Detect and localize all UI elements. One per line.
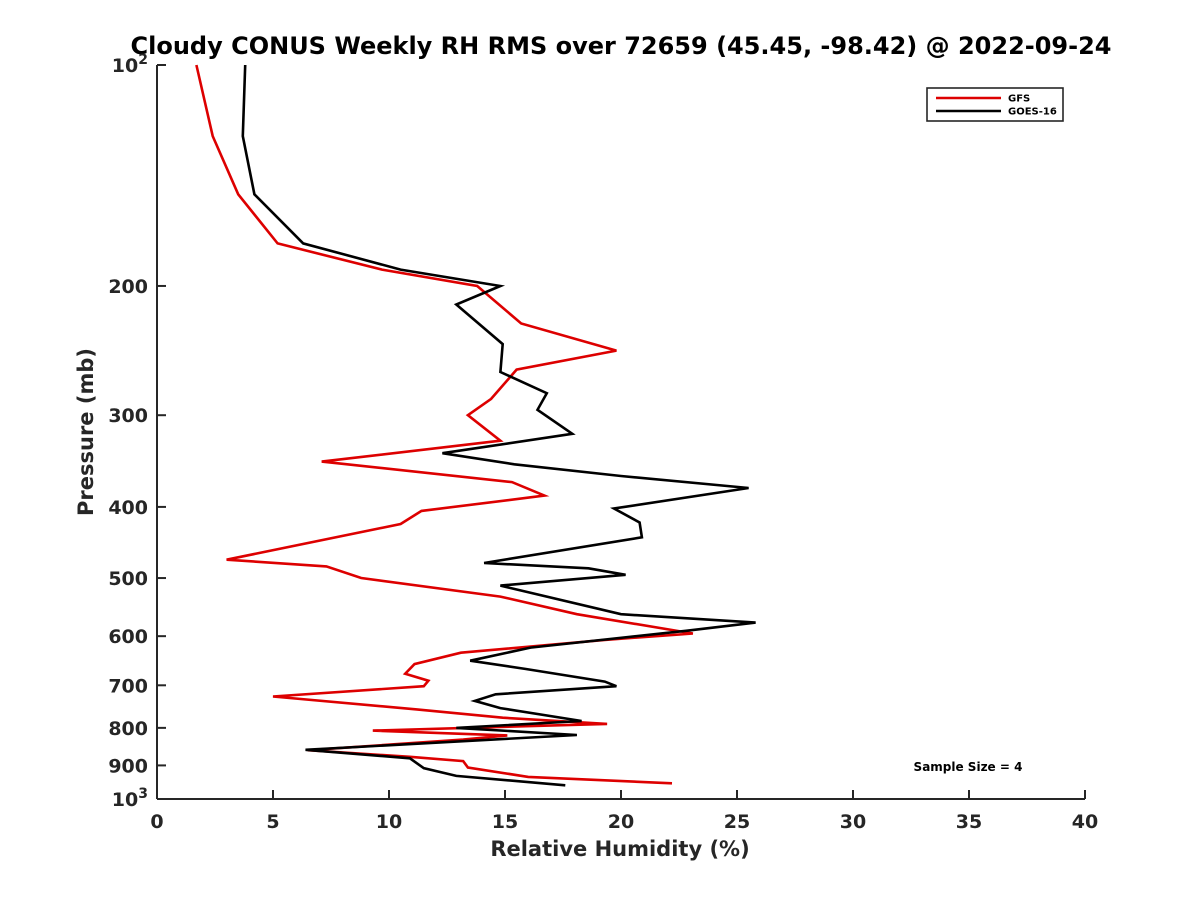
y-axis-label: Pressure (mb) bbox=[74, 348, 98, 516]
x-axis-ticks: 0 5 10 15 20 25 30 35 40 bbox=[150, 790, 1098, 833]
y-tick-label: 102 bbox=[112, 52, 148, 77]
y-tick-label: 400 bbox=[108, 497, 148, 519]
y-tick-label: 300 bbox=[108, 405, 148, 427]
x-tick-label: 25 bbox=[724, 811, 750, 833]
plot-area bbox=[156, 65, 1085, 800]
y-tick-label-base: 10 bbox=[112, 789, 138, 811]
x-tick-label: 15 bbox=[492, 811, 518, 833]
y-tick-label-exponent: 3 bbox=[138, 786, 148, 802]
x-tick-label: 35 bbox=[956, 811, 982, 833]
chart-title: Cloudy CONUS Weekly RH RMS over 72659 (4… bbox=[131, 32, 1112, 60]
y-tick-label: 500 bbox=[108, 568, 148, 590]
y-tick-label-base: 10 bbox=[112, 55, 138, 77]
y-tick-label: 900 bbox=[108, 755, 148, 777]
legend-label: GOES-16 bbox=[1008, 107, 1057, 118]
y-tick-label: 103 bbox=[112, 786, 148, 811]
x-tick-label: 5 bbox=[266, 811, 279, 833]
x-axis-label: Relative Humidity (%) bbox=[490, 837, 749, 861]
legend-box bbox=[926, 87, 1064, 122]
chart-legend: GFS GOES-16 bbox=[926, 87, 1064, 122]
series-line-gfs bbox=[195, 64, 694, 785]
y-tick-label: 600 bbox=[108, 626, 148, 648]
legend-label: GFS bbox=[1008, 94, 1030, 105]
x-tick-label: 30 bbox=[840, 811, 866, 833]
x-tick-label: 40 bbox=[1072, 811, 1098, 833]
y-tick-label: 700 bbox=[108, 675, 148, 697]
x-tick-label: 10 bbox=[376, 811, 402, 833]
series-line-goes-16 bbox=[241, 64, 756, 787]
sample-size-annotation: Sample Size = 4 bbox=[914, 760, 1023, 774]
y-tick-label-exponent: 2 bbox=[138, 52, 148, 68]
y-tick-label: 200 bbox=[108, 276, 148, 298]
y-tick-label: 800 bbox=[108, 718, 148, 740]
series-layer bbox=[195, 64, 756, 787]
x-tick-label: 20 bbox=[608, 811, 634, 833]
x-tick-label: 0 bbox=[150, 811, 163, 833]
